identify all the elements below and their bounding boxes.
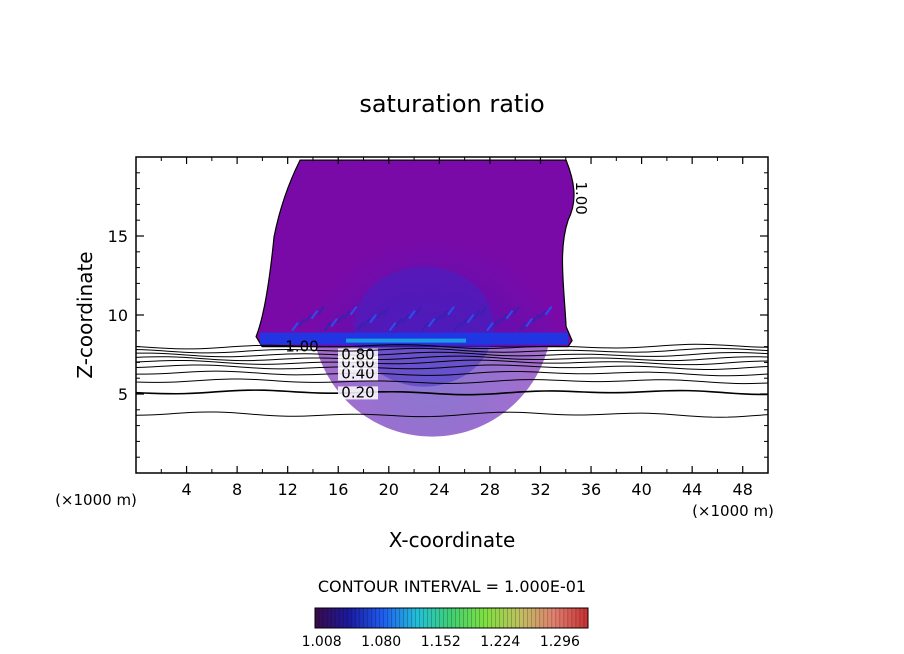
contour-label-bg [338, 386, 378, 400]
turbulence-streak [479, 306, 488, 316]
cloud-contour-label: 1.00 [572, 181, 590, 214]
y-tick-label: 15 [108, 227, 128, 246]
x-tick-label: 4 [181, 480, 191, 499]
x-unit-label-left: (×1000 m) [55, 491, 137, 509]
contour-label-0.80: 0.80 [341, 346, 374, 364]
turbulence-streak [421, 322, 429, 332]
turbulence-streak [323, 322, 332, 332]
turbulence-streak [336, 314, 345, 324]
turbulence-streak [369, 314, 377, 324]
turbulence-streak [375, 310, 384, 320]
contour-line-0.20 [136, 389, 768, 396]
contour-line-0.40 [136, 370, 768, 377]
turbulence-streak [349, 306, 358, 316]
colorbar-label: 1.152 [421, 634, 461, 650]
turbulence-streak [343, 310, 351, 320]
cloud-base-highlight [346, 338, 467, 343]
x-tick-label: 16 [328, 480, 348, 499]
turbulence-streak [427, 318, 436, 328]
turbulence-streak [538, 310, 546, 320]
contour-lines: 0.200.400.600.801.00 [136, 338, 768, 418]
x-tick-label: 44 [682, 480, 702, 499]
turbulence-streak [531, 314, 540, 324]
turbulence-streak [408, 310, 416, 320]
turbulence-streak [453, 322, 462, 332]
y-axis-ticks: 5 10 15 [108, 172, 768, 458]
chart-title: saturation ratio [359, 90, 544, 118]
x-tick-label: 48 [733, 480, 753, 499]
turbulence-streak [525, 318, 533, 328]
y-tick-label: 10 [108, 306, 128, 325]
turbulence-streak [544, 306, 553, 316]
turbulence-streak [460, 318, 468, 328]
turbulence-streak [310, 310, 319, 320]
turbulence-streak [317, 306, 325, 316]
colorbar-ticks [314, 608, 589, 628]
contour-label-bg [338, 348, 378, 362]
turbulence-streak [473, 310, 481, 320]
contour-line-0.60 [136, 359, 768, 366]
turbulence-streak [362, 318, 371, 328]
turbulence-streak [466, 314, 475, 324]
x-tick-label: 32 [530, 480, 550, 499]
turbulence-streak [447, 306, 455, 316]
turbulence-streak [512, 306, 520, 316]
turbulence-streak [388, 322, 397, 332]
turbulence-streak [356, 322, 364, 332]
contour-line-0.30 [136, 378, 768, 385]
turbulence-streak [304, 314, 312, 324]
y-axis-label: Z-coordinate [73, 251, 97, 378]
turbulence-streak [297, 318, 306, 328]
turbulence-streak [440, 310, 449, 320]
contour-line-low [136, 411, 768, 418]
turbulence-streak [330, 318, 338, 328]
turbulence-streak [291, 322, 299, 332]
contour-line-0.80 [136, 351, 768, 358]
x-tick-label: 40 [631, 480, 651, 499]
x-tick-label: 36 [581, 480, 601, 499]
contour-interval-text: CONTOUR INTERVAL = 1.000E-01 [318, 577, 586, 596]
turbulence-streak [434, 314, 442, 324]
contour-label-0.20: 0.20 [341, 383, 374, 401]
colorbar-label: 1.080 [361, 634, 401, 650]
x-tick-label: 12 [278, 480, 298, 499]
contour-line-1.00 [136, 343, 768, 350]
contour-line-0.50 [136, 364, 768, 370]
contour-label-1.00: 1.00 [285, 338, 318, 356]
turbulence-streak [518, 322, 527, 332]
contour-line-0.70 [136, 355, 768, 362]
y-tick-label: 5 [118, 385, 128, 404]
turbulence-streak [492, 318, 501, 328]
x-tick-label: 28 [480, 480, 500, 499]
x-tick-label: 8 [232, 480, 242, 499]
contour-label-bg [338, 367, 378, 381]
colorbar-labels: 1.008 1.080 1.152 1.224 1.296 [302, 634, 580, 650]
turbulence-streak [499, 314, 507, 324]
turbulence-streak [486, 322, 494, 332]
x-unit-label-right: (×1000 m) [692, 502, 774, 520]
x-axis-label: X-coordinate [389, 528, 516, 552]
turbulence-streak [401, 314, 410, 324]
x-tick-label: 20 [379, 480, 399, 499]
turbulence-streak [382, 306, 390, 316]
colorbar-label: 1.008 [302, 634, 342, 650]
x-tick-label: 24 [429, 480, 449, 499]
turbulence-streak [395, 318, 403, 328]
colorbar-label: 1.296 [540, 634, 580, 650]
turbulence-streak [414, 306, 423, 316]
x-axis-ticks: 4 8 12 16 20 24 28 32 36 40 44 48 [160, 157, 753, 499]
colorbar-label: 1.224 [480, 634, 520, 650]
cloud-region: 1.00 [255, 159, 590, 437]
contour-line-0.90 [136, 347, 768, 354]
turbulence-streak [505, 310, 514, 320]
